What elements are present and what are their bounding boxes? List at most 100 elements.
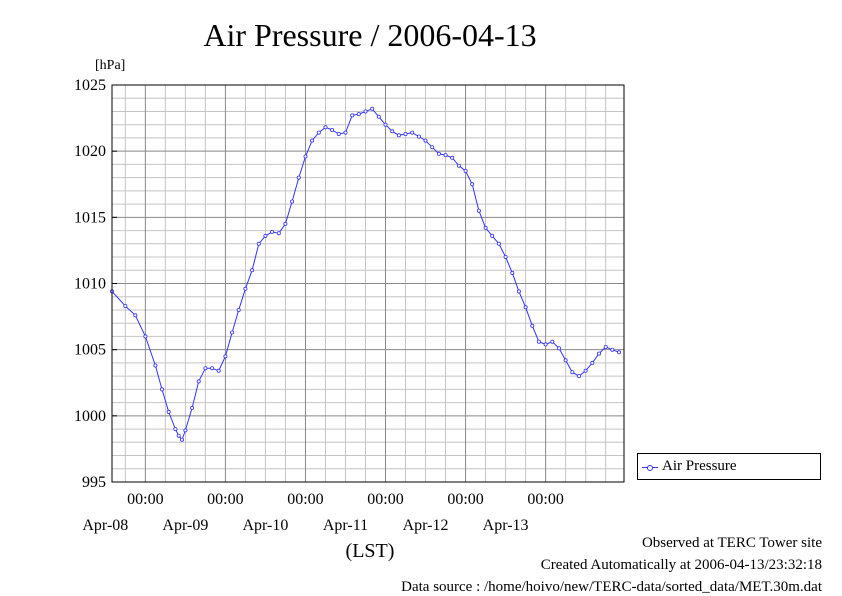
air-pressure-point (583, 368, 588, 373)
air-pressure-point (463, 168, 468, 173)
data-source-note: Data source : /home/hoivo/new/TERC-data/… (401, 579, 822, 595)
y-axis-ticks: 995 1000 1005 1010 1015 1020 1025 (74, 77, 117, 491)
air-pressure-point (590, 360, 595, 365)
air-pressure-point (283, 221, 288, 226)
air-pressure-point (236, 307, 241, 312)
air-pressure-point (343, 130, 348, 135)
x-tick-label-time: 00:00 (287, 491, 323, 508)
air-pressure-point (403, 131, 408, 136)
air-pressure-point (597, 351, 602, 356)
air-pressure-point (423, 138, 428, 143)
air-pressure-point (303, 154, 308, 159)
air-pressure-point (296, 175, 301, 180)
air-pressure-point (223, 354, 228, 359)
air-pressure-point (510, 270, 515, 275)
air-pressure-point (256, 241, 261, 246)
major-gridlines (112, 85, 624, 482)
air-pressure-point (263, 233, 268, 238)
air-pressure-point (179, 437, 184, 442)
y-tick-label: 1015 (74, 209, 106, 226)
air-pressure-point (610, 347, 615, 352)
air-pressure-point (410, 130, 415, 135)
air-pressure-point (450, 155, 455, 160)
air-pressure-point (370, 106, 375, 111)
air-pressure-line (111, 108, 620, 441)
y-tick-label: 1010 (74, 276, 106, 293)
y-tick-label: 1025 (74, 77, 106, 94)
air-pressure-point (356, 112, 361, 117)
air-pressure-point (416, 134, 421, 139)
y-tick-label: 1005 (74, 342, 106, 359)
air-pressure-point (557, 346, 562, 351)
air-pressure-point (316, 130, 321, 135)
air-pressure-point (490, 233, 495, 238)
y-axis-label: [hPa] (95, 58, 125, 73)
air-pressure-point (190, 405, 195, 410)
air-pressure-point (250, 268, 255, 273)
x-axis-label: (LST) (346, 540, 395, 562)
air-pressure-point (210, 366, 215, 371)
air-pressure-point (483, 225, 488, 230)
created-note: Created Automatically at 2006-04-13/23:3… (540, 557, 822, 573)
air-pressure-point (290, 199, 295, 204)
air-pressure-point (536, 339, 541, 344)
air-pressure-point (123, 303, 128, 308)
air-pressure-point (523, 305, 528, 310)
x-tick-label-time: 00:00 (207, 491, 243, 508)
x-tick-label-time: 00:00 (367, 491, 403, 508)
air-pressure-point (376, 114, 381, 119)
air-pressure-point (396, 133, 401, 138)
air-pressure-point (543, 342, 548, 347)
air-pressure-point (430, 145, 435, 150)
air-pressure-point (230, 330, 235, 335)
air-pressure-point (216, 368, 221, 373)
air-pressure-point (470, 182, 475, 187)
air-pressure-point (323, 125, 328, 130)
air-pressure-point (456, 163, 461, 168)
air-pressure-point (383, 122, 388, 127)
x-axis-ticks: 00:00Apr-0800:00Apr-0900:00Apr-1000:00Ap… (82, 491, 563, 534)
x-tick-label-date: Apr-13 (483, 517, 529, 534)
air-pressure-point (530, 323, 535, 328)
air-pressure-point (577, 374, 582, 379)
x-tick-label-time: 00:00 (447, 491, 483, 508)
air-pressure-point (243, 286, 248, 291)
air-pressure-point (570, 370, 575, 375)
air-pressure-point (363, 109, 368, 114)
legend-line-marker-icon (642, 465, 658, 471)
air-pressure-point (176, 433, 181, 438)
air-pressure-point (173, 427, 178, 432)
legend: Air Pressure (637, 453, 821, 480)
y-tick-label: 1020 (74, 143, 106, 160)
air-pressure-series (110, 106, 622, 442)
observed-note: Observed at TERC Tower site (641, 535, 822, 551)
air-pressure-point (159, 387, 164, 392)
x-tick-label-date: Apr-08 (82, 517, 128, 534)
air-pressure-point (330, 127, 335, 132)
x-tick-label-date: Apr-09 (162, 517, 208, 534)
x-tick-label-date: Apr-11 (323, 517, 368, 534)
air-pressure-point (443, 153, 448, 158)
air-pressure-point (390, 129, 395, 134)
air-pressure-point (153, 363, 158, 368)
x-tick-label-time: 00:00 (527, 491, 563, 508)
air-pressure-point (143, 334, 148, 339)
air-pressure-point (310, 138, 315, 143)
air-pressure-point (516, 289, 521, 294)
air-pressure-point (133, 313, 138, 318)
y-tick-label: 1000 (74, 408, 106, 425)
x-tick-label-time: 00:00 (127, 491, 163, 508)
air-pressure-point (563, 358, 568, 363)
air-pressure-point (350, 113, 355, 118)
air-pressure-point (270, 229, 275, 234)
x-tick-label-date: Apr-12 (403, 517, 449, 534)
air-pressure-point (196, 379, 201, 384)
air-pressure-point (436, 151, 441, 156)
air-pressure-point (617, 350, 622, 355)
air-pressure-point (603, 344, 608, 349)
air-pressure-point (203, 366, 208, 371)
air-pressure-point (276, 231, 281, 236)
air-pressure-point (503, 254, 508, 259)
air-pressure-point (336, 131, 341, 136)
